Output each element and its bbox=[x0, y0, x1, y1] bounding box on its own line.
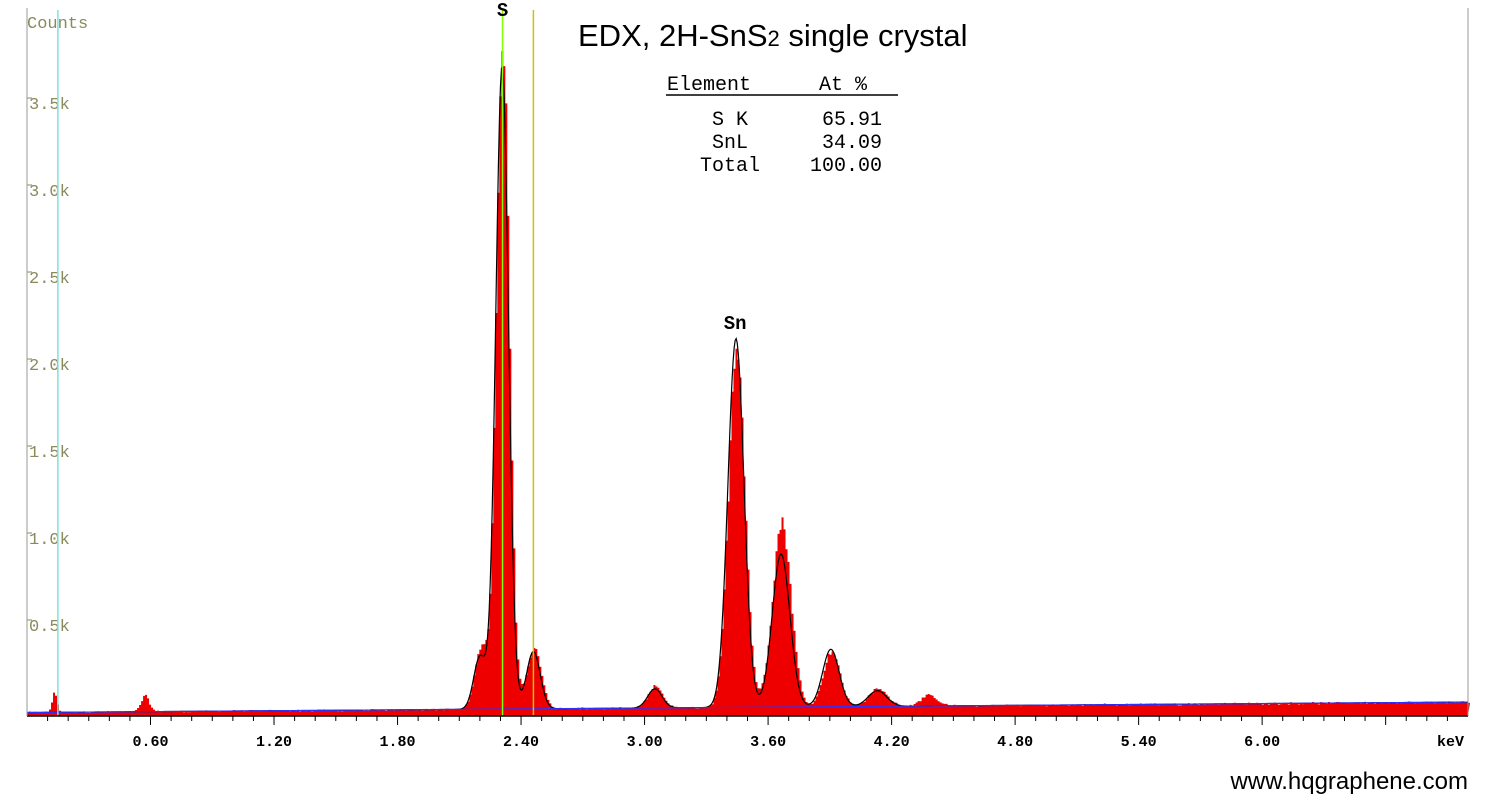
y-tick-label: 1.0k bbox=[29, 531, 70, 550]
x-tick-label: 4.20 bbox=[874, 734, 910, 751]
x-tick-label: 5.40 bbox=[1121, 734, 1157, 751]
peak-label: S bbox=[497, 0, 508, 22]
composition-table: Element At % S K 65.91 SnL 34.09 Total 1… bbox=[666, 74, 898, 178]
y-tick-label: 3.5k bbox=[29, 96, 70, 115]
background-line bbox=[26, 701, 1469, 714]
peak-label: Sn bbox=[724, 313, 747, 335]
website-url: www.hqgraphene.com bbox=[1230, 768, 1468, 795]
table-row-value: 100.00 bbox=[810, 155, 882, 178]
y-tick-label: 1.5k bbox=[29, 444, 70, 463]
chart-title-tail: single crystal bbox=[780, 18, 968, 53]
axis-layer bbox=[26, 8, 1469, 725]
chart-title-main: EDX, 2H-SnS bbox=[578, 18, 768, 53]
x-tick-layer: 0.60 1.20 1.80 2.40 3.00 3.60 4.20 4.80 5.40 6.00 bbox=[133, 734, 1281, 751]
table-row-value: 65.91 bbox=[822, 109, 882, 132]
spectrum-histogram bbox=[27, 51, 1470, 716]
table-row-element: SnL bbox=[712, 132, 748, 155]
x-tick-label: 1.80 bbox=[380, 734, 416, 751]
marker-line-layer bbox=[57, 10, 535, 716]
x-tick-label: 2.40 bbox=[503, 734, 539, 751]
table-row-element: S K bbox=[712, 109, 748, 132]
y-tick-label: 0.5k bbox=[29, 618, 70, 637]
x-tick-label: 0.60 bbox=[133, 734, 169, 751]
y-tick-layer: 0.5k 1.0k 1.5k 2.0k 2.5k 3.0k 3.5k bbox=[27, 96, 70, 637]
x-tick-label: 3.60 bbox=[750, 734, 786, 751]
y-tick-label: 2.5k bbox=[29, 270, 70, 289]
chart-title-subscript: 2 bbox=[768, 26, 780, 51]
spectrum-layer bbox=[26, 51, 1470, 716]
x-tick-label: 1.20 bbox=[256, 734, 292, 751]
y-tick-label: 3.0k bbox=[29, 183, 70, 202]
y-axis-label: Counts bbox=[27, 15, 88, 34]
x-tick-label: 6.00 bbox=[1244, 734, 1280, 751]
y-tick-label: 2.0k bbox=[29, 357, 70, 376]
x-axis-label: keV bbox=[1437, 734, 1464, 751]
x-tick-label: 3.00 bbox=[627, 734, 663, 751]
peak-label-layer: S Sn bbox=[497, 0, 747, 335]
table-row-value: 34.09 bbox=[822, 132, 882, 155]
table-header-element: Element bbox=[667, 74, 751, 97]
chart-title: EDX, 2H-SnS2 single crystal bbox=[578, 18, 968, 53]
x-tick-label: 4.80 bbox=[997, 734, 1033, 751]
table-header-at-percent: At % bbox=[819, 74, 868, 97]
table-row-element: Total bbox=[700, 155, 760, 178]
